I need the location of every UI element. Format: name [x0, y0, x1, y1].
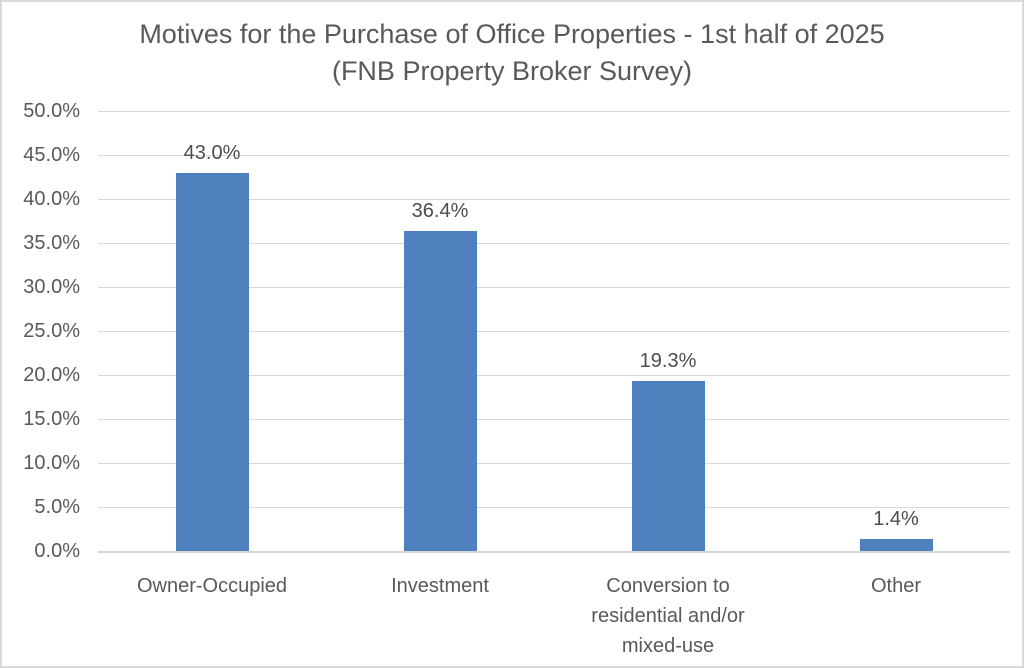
x-category-label-text: Other — [870, 575, 922, 597]
y-tick-label: 45.0% — [23, 144, 80, 166]
gridline — [98, 419, 1010, 420]
gridline — [98, 155, 1010, 156]
y-tick-label: 10.0% — [23, 452, 80, 474]
x-category-label-text: Owner-Occupied — [136, 575, 288, 597]
y-tick-label: 25.0% — [23, 320, 80, 342]
y-tick-label: 50.0% — [23, 100, 80, 122]
plot-area — [98, 111, 1010, 553]
chart-title: Motives for the Purchase of Office Prope… — [2, 16, 1022, 90]
y-tick-label: 0.0% — [34, 540, 80, 562]
bar-value-label: 1.4% — [873, 507, 919, 530]
y-tick-label: 20.0% — [23, 364, 80, 386]
gridline — [98, 331, 1010, 332]
x-axis-line — [98, 551, 1010, 553]
y-tick-label: 35.0% — [23, 232, 80, 254]
x-category-label: Other — [782, 571, 1010, 601]
x-category-label: Owner-Occupied — [98, 571, 326, 601]
x-category-label-text: Investment — [391, 575, 489, 597]
chart-title-line-2: (FNB Property Broker Survey) — [331, 56, 693, 86]
bar-value-label: 43.0% — [183, 141, 241, 164]
gridline — [98, 287, 1010, 288]
y-tick-label: 15.0% — [23, 408, 80, 430]
gridline — [98, 463, 1010, 464]
bar-3 — [631, 381, 705, 551]
bar-4 — [859, 538, 933, 551]
bar-value-label: 19.3% — [639, 350, 697, 373]
x-category-label-text: Conversion to residential and/or mixed-u… — [591, 575, 745, 657]
y-tick-label: 30.0% — [23, 276, 80, 298]
gridline — [98, 111, 1010, 112]
x-category-label: Conversion to residential and/or mixed-u… — [554, 571, 782, 661]
x-category-label: Investment — [326, 571, 554, 601]
y-tick-label: 40.0% — [23, 188, 80, 210]
chart-title-line-1: Motives for the Purchase of Office Prope… — [139, 19, 885, 49]
gridline — [98, 375, 1010, 376]
gridline — [98, 199, 1010, 200]
gridline — [98, 243, 1010, 244]
bar-value-label: 36.4% — [411, 199, 469, 222]
y-tick-label: 5.0% — [34, 496, 80, 518]
bar-1 — [175, 172, 249, 551]
bar-2 — [403, 230, 477, 551]
gridline — [98, 507, 1010, 508]
